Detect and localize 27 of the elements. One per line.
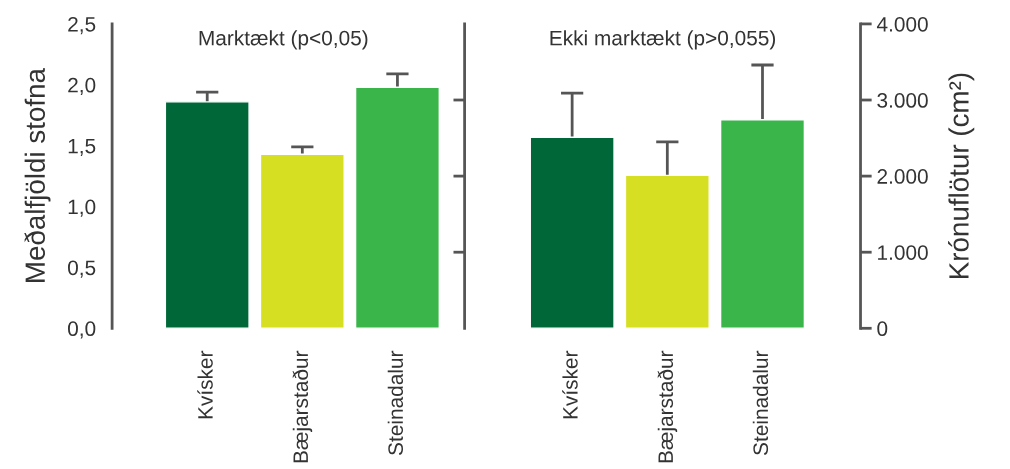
bar [529,136,615,329]
y2-tick-label: 3.000 [877,93,928,108]
y2-axis-title: Krónuflötur (cm²) [948,73,975,279]
bar [354,86,440,329]
y-tick-label: 1,0 [68,199,96,217]
y-tick-label: 0,0 [67,321,96,339]
x-tick-label: Kvísker [562,350,578,419]
y-tick-label: 2,5 [68,16,96,35]
bar [259,153,345,329]
x-tick-label: Steinadalur [387,350,404,455]
x-tick-label: Bæjarstaður [292,350,313,463]
bar [164,101,250,329]
y2-tick-label: 4.000 [876,16,928,32]
bar [624,174,710,329]
y-tick-label: 2,0 [68,77,96,96]
y-tick-label: 1,5 [68,138,96,156]
y2-tick-label: 2.000 [877,169,928,184]
y-axis-title: Meðalfjöldi stofna [24,68,51,282]
x-tick-label: Kvísker [197,350,213,419]
bar [719,119,806,329]
annotation: Ekki marktækt (p>0,055) [550,30,776,50]
x-tick-label: Steinadalur [752,350,769,455]
annotation: Marktækt (p<0,05) [199,30,368,50]
x-tick-label: Bæjarstaður [657,350,678,463]
y2-tick-label: 0 [877,321,888,337]
y-tick-label: 0,5 [67,260,96,278]
y2-tick-label: 1.000 [878,245,928,260]
